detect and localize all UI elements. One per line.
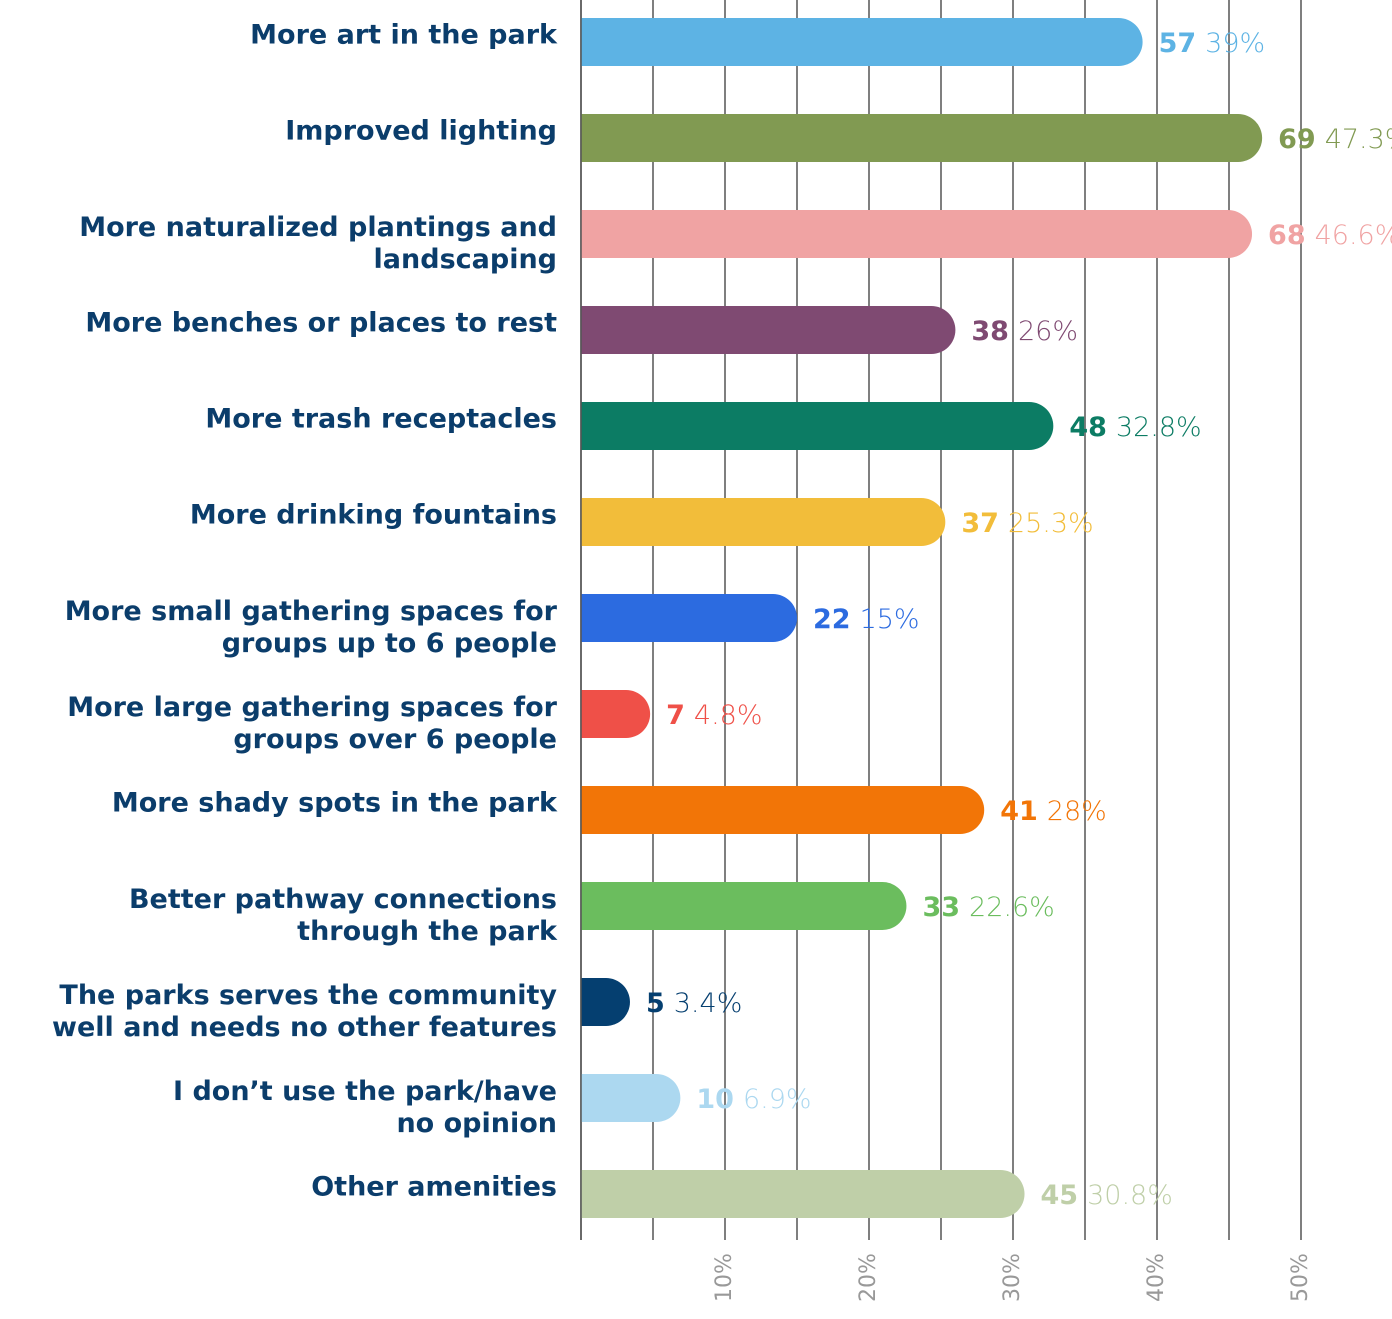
percent-label: 15% [860,604,920,635]
bar [581,18,1143,66]
data-label: 37 25.3% [961,508,1093,539]
category-label: More art in the park [250,20,558,51]
percent-label: 3.4% [674,988,743,1019]
bar [581,306,956,354]
bar [581,498,946,546]
category-label: Improved lighting [285,116,557,147]
count-label: 41 [1000,796,1038,827]
count-label: 7 [666,700,685,731]
data-label: 5 3.4% [646,988,742,1019]
category-label: The parks serves the community well and n… [52,980,557,1043]
category-label: More trash receptacles [205,404,557,435]
percent-label: 4.8% [694,700,763,731]
percent-label: 46.6% [1315,220,1392,251]
count-label: 68 [1268,220,1306,251]
percent-label: 32.8% [1116,412,1202,443]
data-label: 48 32.8% [1069,412,1201,443]
percent-label: 25.3% [1008,508,1094,539]
percent-label: 47.3% [1325,124,1392,155]
count-label: 33 [922,892,960,923]
x-tick-label: 30% [1000,1253,1025,1302]
count-label: 45 [1041,1180,1079,1211]
bar [581,210,1253,258]
percent-label: 28% [1047,796,1107,827]
bar [581,690,651,738]
data-label: 69 47.3% [1278,124,1392,155]
bar [581,1074,681,1122]
count-label: 69 [1278,124,1316,155]
percent-label: 39% [1205,28,1265,59]
category-label: More drinking fountains [190,500,557,531]
count-label: 48 [1069,412,1107,443]
data-label: 33 22.6% [922,892,1054,923]
category-label: More shady spots in the park [112,788,558,819]
x-tick-label: 20% [856,1253,881,1302]
data-label: 7 4.8% [666,700,762,731]
count-label: 10 [696,1084,734,1115]
category-label: I don’t use the park/have no opinion [173,1076,557,1139]
bar [581,402,1054,450]
bar [581,594,797,642]
percent-label: 22.6% [969,892,1055,923]
category-label: Other amenities [311,1172,557,1203]
category-label: More benches or places to rest [85,308,557,339]
bar [581,786,985,834]
count-label: 5 [646,988,665,1019]
count-label: 37 [961,508,999,539]
x-tick-label: 10% [712,1253,737,1302]
percent-label: 6.9% [743,1084,812,1115]
count-label: 22 [813,604,851,635]
bar [581,978,630,1026]
data-label: 10 6.9% [696,1084,811,1115]
percent-label: 26% [1018,316,1078,347]
x-tick-label: 40% [1144,1253,1169,1302]
data-label: 68 46.6% [1268,220,1392,251]
bar [581,1170,1025,1218]
count-label: 38 [971,316,1009,347]
category-label: More small gathering spaces for groups up… [65,596,558,659]
bar [581,114,1263,162]
category-label: More large gathering spaces for groups ov… [67,692,557,755]
data-label: 38 26% [971,316,1078,347]
x-tick-label: 50% [1288,1253,1313,1302]
category-label: More naturalized plantings and landscapin… [79,212,557,275]
category-label: Better pathway connections through the pa… [129,884,558,947]
data-label: 22 15% [813,604,920,635]
count-label: 57 [1159,28,1197,59]
percent-label: 30.8% [1087,1180,1173,1211]
bar [581,882,907,930]
data-label: 57 39% [1159,28,1266,59]
data-label: 45 30.8% [1041,1180,1173,1211]
data-label: 41 28% [1000,796,1107,827]
